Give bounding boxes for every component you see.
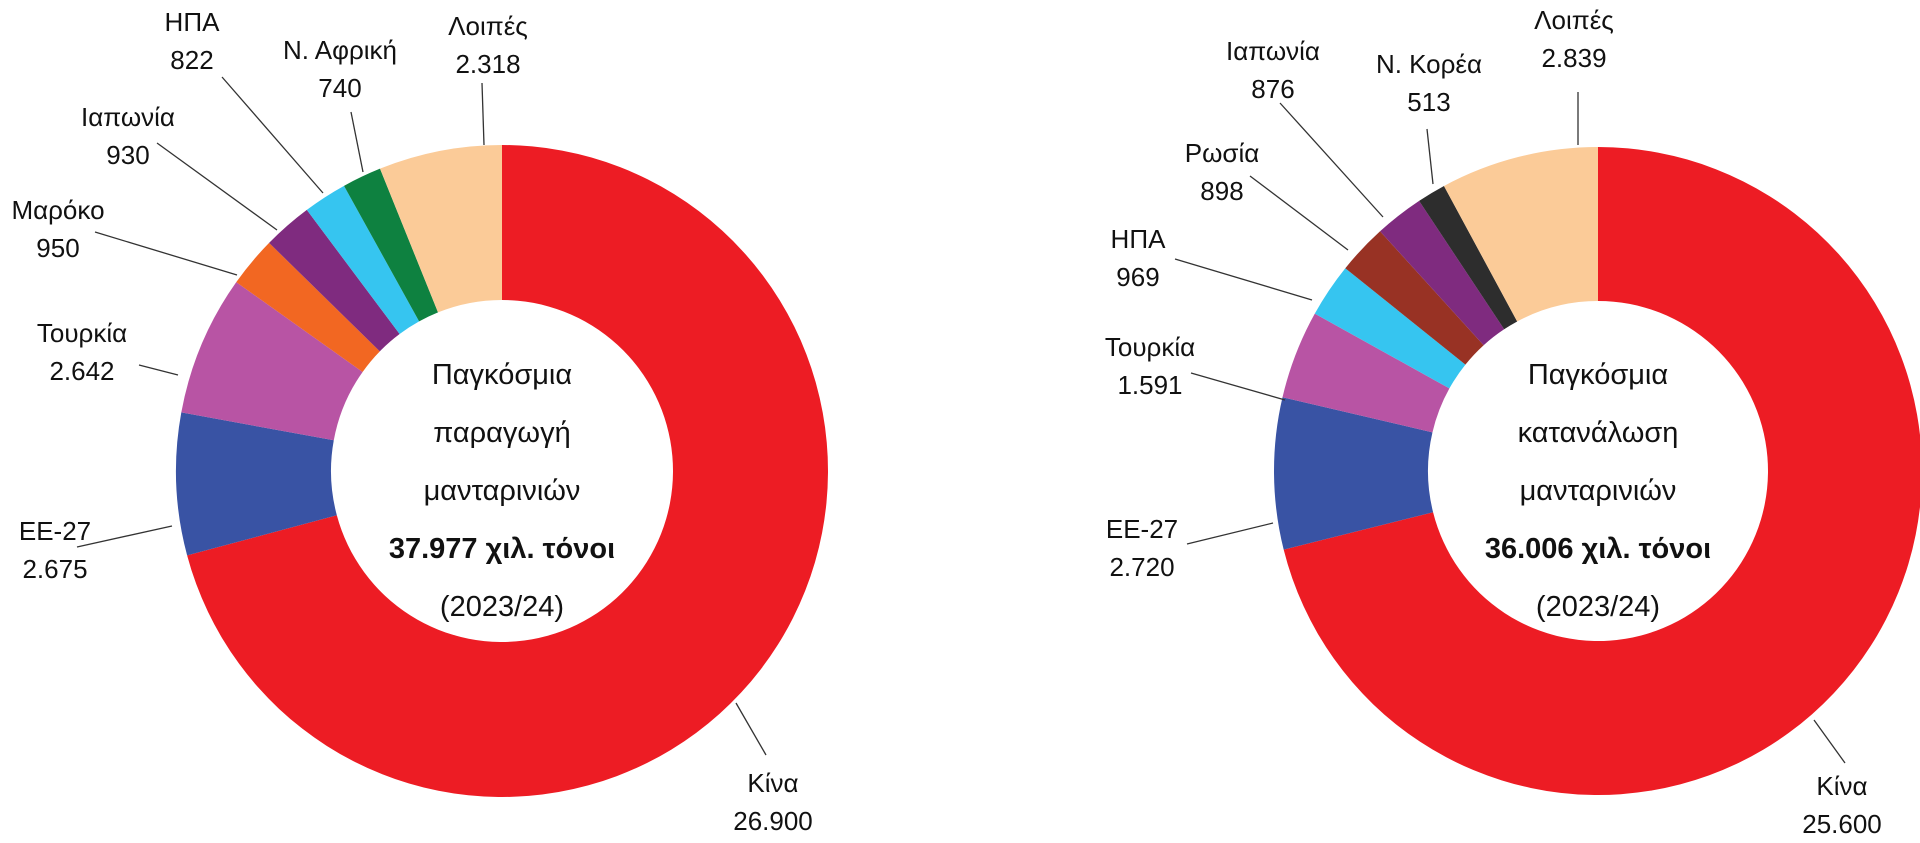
slice-label-name: Ν. Αφρική (282, 35, 398, 65)
slice-label-name: Κίνα (747, 768, 799, 798)
slice-label-name: Ιαπωνία (81, 102, 175, 132)
center-period: (2023/24) (439, 591, 565, 623)
slice-label-name: Λοιπές (1534, 5, 1614, 35)
slice-label: ΕΕ-27 2.720 (1106, 510, 1178, 586)
leader-line (138, 364, 179, 376)
center-title-line: μανταρινιών (423, 475, 581, 507)
center-total: 37.977 χιλ. τόνοι (388, 533, 616, 565)
slice-label: Ν. Αφρική 740 (283, 31, 397, 107)
slice-label-name: Τουρκία (36, 318, 128, 348)
slice-label: Μαρόκο 950 (11, 191, 104, 267)
donut-slice-production-3 (236, 242, 380, 372)
slice-label-name: Ν. Κορέα (1375, 49, 1483, 79)
slice-label: Τουρκία 2.642 (37, 314, 127, 390)
slice-label-value: 2.720 (1109, 552, 1175, 582)
slice-label: Ρωσία 898 (1185, 134, 1260, 210)
leader-line (1279, 102, 1384, 218)
slice-label-name: Μαρόκο (11, 195, 105, 225)
leader-line (735, 702, 767, 756)
slice-label-name: ΕΕ-27 (1105, 514, 1179, 544)
slice-label-value: 2.839 (1541, 43, 1607, 73)
consumption-center-text: Παγκόσμια κατανάλωση μανταρινιών 36.006 … (1485, 346, 1711, 636)
leader-line (1190, 372, 1286, 401)
slice-label: ΕΕ-27 2.675 (19, 512, 91, 588)
center-total: 36.006 χιλ. τόνοι (1484, 533, 1712, 565)
leader-line (481, 82, 485, 146)
donut-slice-consumption-3 (1314, 268, 1466, 389)
slice-label: Τουρκία 1.591 (1105, 328, 1195, 404)
slice-label-name: ΗΠΑ (1110, 224, 1166, 254)
slice-label: Ιαπωνία 930 (81, 98, 175, 174)
slice-label-value: 950 (36, 233, 80, 263)
slice-label: ΗΠΑ 969 (1111, 220, 1166, 296)
leader-line (1249, 175, 1349, 251)
leader-line (221, 76, 324, 194)
leader-line (1426, 128, 1434, 185)
slice-label-name: Τουρκία (1104, 332, 1196, 362)
donut-slice-production-1 (176, 412, 337, 556)
leader-line (1174, 258, 1313, 301)
donut-slice-production-5 (306, 185, 420, 335)
center-title-line: Παγκόσμια (431, 359, 573, 391)
slice-label-name: Ιαπωνία (1226, 36, 1320, 66)
slice-label-value: 740 (318, 73, 362, 103)
slice-label: Ν. Κορέα 513 (1376, 45, 1482, 121)
center-title-line: μανταρινιών (1519, 475, 1677, 507)
leader-line (94, 231, 238, 276)
slice-label: Κίνα 26.900 (733, 764, 813, 840)
slice-label-value: 2.642 (49, 356, 115, 386)
slice-label-value: 25.600 (1802, 809, 1882, 839)
slice-label: Κίνα 25.600 (1802, 767, 1882, 843)
production-center-text: Παγκόσμια παραγωγή μανταρινιών 37.977 χι… (389, 346, 615, 636)
slice-label-value: 26.900 (733, 806, 813, 836)
center-period: (2023/24) (1535, 591, 1661, 623)
slice-label-value: 822 (170, 45, 214, 75)
slice-label-name: Κίνα (1816, 771, 1868, 801)
donut-slice-consumption-4 (1345, 231, 1484, 365)
leader-line (76, 525, 173, 548)
slice-label: ΗΠΑ 822 (165, 3, 220, 79)
slice-label-value: 513 (1407, 87, 1451, 117)
donut-slice-consumption-1 (1274, 397, 1434, 550)
slice-label-value: 969 (1116, 262, 1160, 292)
slice-label-value: 876 (1251, 74, 1295, 104)
slice-label-value: 2.318 (455, 49, 521, 79)
slice-label-name: ΗΠΑ (164, 7, 220, 37)
leader-line (1813, 719, 1846, 764)
slice-label-value: 2.675 (22, 554, 88, 584)
donut-slice-production-6 (344, 168, 439, 322)
donut-slice-production-0 (187, 145, 829, 798)
slice-label: Λοιπές 2.318 (448, 7, 528, 83)
slice-label-value: 930 (106, 140, 150, 170)
slice-label: Λοιπές 2.839 (1534, 1, 1614, 77)
leader-line (156, 142, 278, 231)
donut-slice-production-2 (181, 282, 363, 441)
donut-slice-production-4 (269, 209, 400, 352)
slice-label-value: 1.591 (1117, 370, 1183, 400)
center-title-line: Παγκόσμια (1527, 359, 1669, 391)
slice-label: Ιαπωνία 876 (1226, 32, 1320, 108)
slice-label-name: ΕΕ-27 (18, 516, 92, 546)
donut-slice-consumption-2 (1282, 313, 1450, 433)
donut-slice-consumption-0 (1283, 147, 1920, 795)
center-title-line: κατανάλωση (1517, 417, 1679, 449)
slice-label-name: Λοιπές (448, 11, 528, 41)
center-title-line: παραγωγή (433, 417, 571, 449)
slice-label-name: Ρωσία (1184, 138, 1260, 168)
donut-slice-consumption-5 (1380, 200, 1505, 346)
donut-slice-production-7 (380, 145, 502, 313)
donut-slice-consumption-7 (1443, 147, 1598, 322)
slice-label-value: 898 (1200, 176, 1244, 206)
leader-line (350, 111, 364, 173)
leader-line (1186, 522, 1274, 545)
donut-slice-consumption-6 (1419, 185, 1518, 330)
